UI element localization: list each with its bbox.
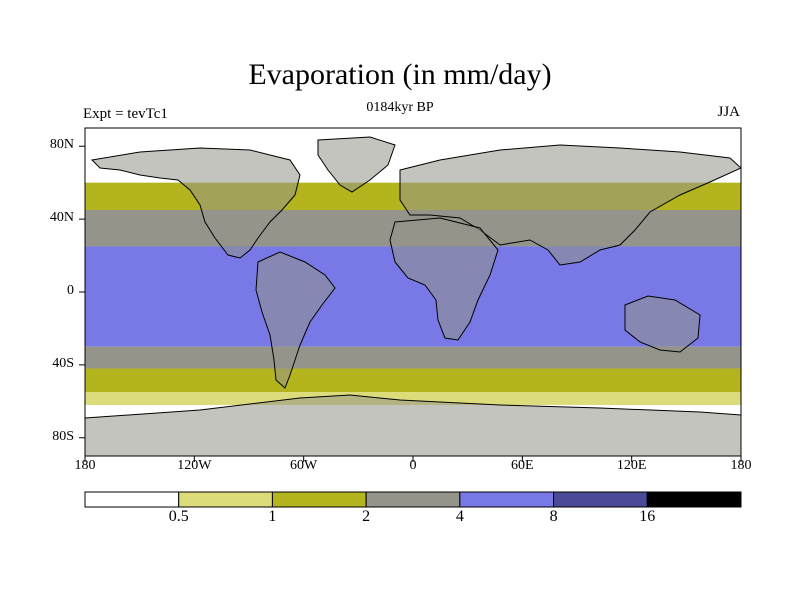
season-label: JJA: [717, 104, 740, 120]
australia-land: [624, 295, 701, 353]
colorbar-label: 0.5: [168, 508, 189, 525]
x-tick-label: 180: [74, 458, 96, 473]
colorbar-label: 8: [549, 508, 558, 525]
antarctica-land: [85, 394, 741, 456]
colorbar-label: 2: [362, 508, 371, 525]
evaporation-band: [85, 368, 741, 393]
y-tick-label: 40N: [49, 210, 74, 226]
colorbar-swatch: [553, 491, 648, 508]
y-tick-label: 80S: [52, 428, 74, 444]
y-tick-label: 80N: [49, 137, 74, 153]
experiment-label: Expt = tevTc1: [83, 106, 168, 122]
x-tick-label: 120E: [616, 458, 647, 473]
colorbar-label: 16: [639, 508, 656, 525]
colorbar-swatch: [646, 491, 742, 508]
y-tick-label: 40S: [52, 355, 74, 371]
x-tick-label: 180: [730, 458, 752, 473]
south-america-land: [255, 251, 336, 389]
x-tick-label: 0: [409, 458, 417, 473]
continent-shading: [85, 136, 741, 456]
eurasia-land: [399, 144, 741, 266]
x-axis-ticks: [84, 456, 742, 462]
time-label: 0184kyr BP: [366, 100, 434, 115]
colorbar: [84, 491, 742, 508]
greenland-land: [317, 136, 396, 193]
y-axis-ticks: [79, 145, 85, 439]
x-tick-label: 120W: [177, 458, 212, 473]
x-tick-label: 60W: [290, 458, 318, 473]
evaporation-band: [85, 392, 741, 405]
colorbar-swatch: [178, 491, 273, 508]
colorbar-swatch: [459, 491, 555, 508]
colorbar-swatch: [271, 491, 367, 508]
colorbar-label: 1: [268, 508, 277, 525]
colorbar-swatch: [365, 491, 461, 508]
colorbar-swatch: [84, 491, 180, 508]
africa-land: [389, 217, 499, 341]
north-america-land: [90, 147, 301, 259]
colorbar-label: 4: [455, 508, 464, 525]
evaporation-band: [85, 346, 741, 369]
map-title: Evaporation (in mm/day): [248, 58, 552, 91]
y-tick-label: 0: [67, 283, 74, 298]
x-tick-label: 60E: [511, 458, 534, 473]
